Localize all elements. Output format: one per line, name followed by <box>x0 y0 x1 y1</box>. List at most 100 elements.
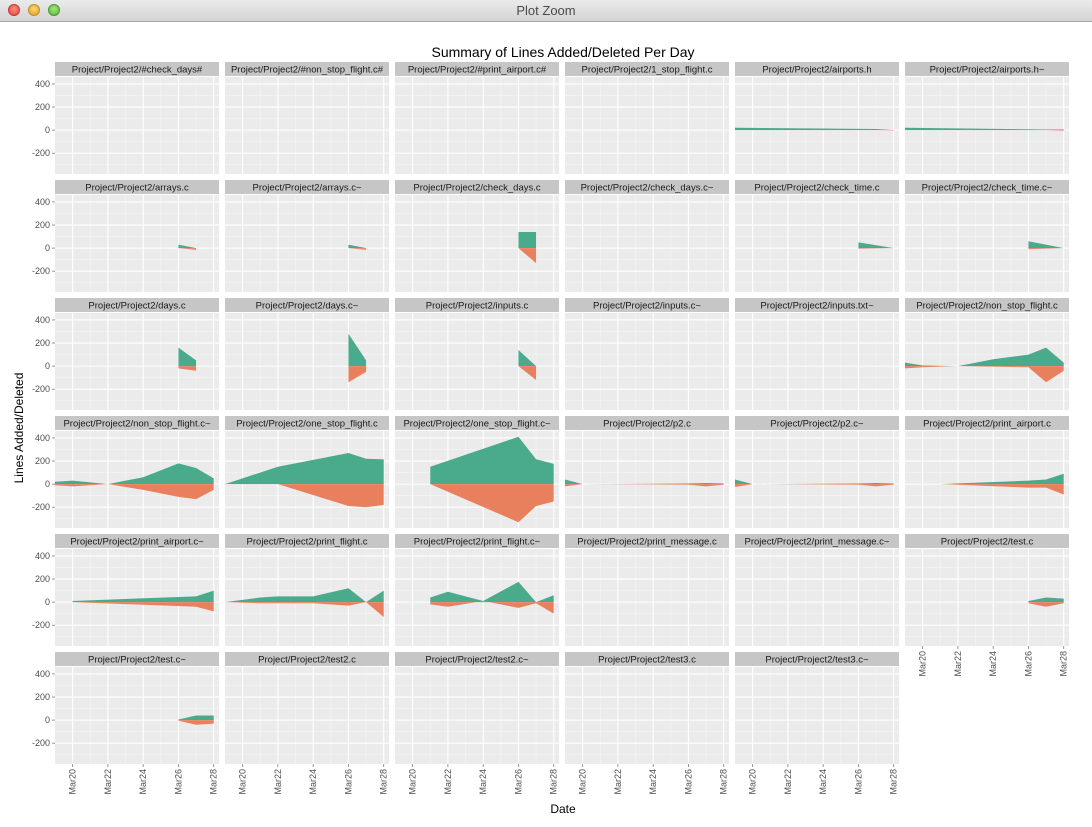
x-tick-label: Mar28 <box>379 769 389 795</box>
facet-strip <box>565 534 729 548</box>
facet-strip-label: Project/Project2/test.c~ <box>88 655 186 666</box>
panel-background <box>395 667 559 764</box>
lines-added-area <box>518 349 537 367</box>
x-tick-label: Mar20 <box>918 651 928 677</box>
x-tick-label: Mar22 <box>783 769 793 795</box>
facet-strip <box>735 416 899 430</box>
facet-strip <box>735 180 899 194</box>
lines-added-area <box>940 473 1064 485</box>
facet-strip-label: Project/Project2/days.c <box>88 301 185 312</box>
facet-panel: Project/Project2/1_stop_flight.c <box>565 62 729 174</box>
x-tick-label: Mar24 <box>988 651 998 677</box>
x-tick-label: Mar26 <box>173 769 183 795</box>
facet-panel: Project/Project2/days.c 400 200 0 -200 <box>32 298 219 410</box>
panel-background <box>225 667 389 764</box>
facet-strip <box>735 62 899 76</box>
lines-deleted-area <box>178 720 214 725</box>
x-tick-label: Mar24 <box>308 769 318 795</box>
panel-background <box>395 77 559 174</box>
facet-strip-label: Project/Project2/arrays.c <box>85 183 189 194</box>
lines-deleted-area <box>518 366 537 380</box>
facet-strip <box>395 652 559 666</box>
zoom-window-button[interactable] <box>48 4 60 16</box>
facet-strip <box>55 416 219 430</box>
plot-area: Summary of Lines Added/Deleted Per Day D… <box>0 22 1092 827</box>
facet-strip <box>395 298 559 312</box>
facet-strip <box>565 416 729 430</box>
facet-panel: Project/Project2/print_message.c <box>565 534 729 646</box>
facet-strip <box>55 298 219 312</box>
facet-strip <box>905 298 1069 312</box>
facet-strip <box>225 534 389 548</box>
facet-panel: Project/Project2/check_time.c <box>735 180 899 292</box>
facet-strip-label: Project/Project2/print_flight.c <box>247 537 368 548</box>
lines-added-area <box>905 127 1064 131</box>
facet-panel: Project/Project2/test3.c~ Mar20 Mar22 Mar24… <box>735 652 899 795</box>
x-tick-label: Mar24 <box>818 769 828 795</box>
x-tick-label: Mar20 <box>408 769 418 795</box>
facet-panel: Project/Project2/check_days.c~ <box>565 180 729 292</box>
y-tick-label: 0 <box>45 243 50 253</box>
lines-deleted-area <box>430 600 554 614</box>
facet-strip-label: Project/Project2/#print_airport.c# <box>408 65 547 76</box>
facet-strip <box>735 534 899 548</box>
facet-panel: Project/Project2/non_stop_flight.c <box>905 298 1069 410</box>
y-tick-label: 0 <box>45 715 50 725</box>
panel-background <box>735 431 899 528</box>
x-tick-label: Mar26 <box>683 769 693 795</box>
lines-deleted-area <box>348 248 367 250</box>
y-tick-label: 400 <box>35 669 50 679</box>
panel-background <box>225 195 389 292</box>
panel-background <box>735 77 899 174</box>
y-tick-label: 0 <box>45 361 50 371</box>
lines-added-area <box>55 463 214 485</box>
facet-strip-label: Project/Project2/test2.c~ <box>425 655 529 666</box>
panel-background <box>55 195 219 292</box>
close-window-button[interactable] <box>8 4 20 16</box>
facet-strip <box>395 180 559 194</box>
x-tick-label: Mar24 <box>138 769 148 795</box>
facet-panel: Project/Project2/arrays.c 400 200 0 -200 <box>32 180 219 292</box>
minimize-window-button[interactable] <box>28 4 40 16</box>
facet-strip-label: Project/Project2/check_days.c~ <box>581 183 714 194</box>
facet-strip-label: Project/Project2/print_airport.c~ <box>70 537 204 548</box>
y-tick-label: 200 <box>35 456 50 466</box>
y-tick-label: -200 <box>32 266 50 276</box>
facet-strip <box>225 298 389 312</box>
facet-panel: Project/Project2/test2.c~ Mar20 Mar22 Mar24… <box>395 652 559 795</box>
y-tick-label: 200 <box>35 220 50 230</box>
x-tick-label: Mar26 <box>343 769 353 795</box>
lines-deleted-area <box>55 484 214 500</box>
x-axis-label: Date <box>550 802 576 816</box>
x-tick-label: Mar28 <box>549 769 559 795</box>
facet-panel: Project/Project2/print_flight.c <box>225 534 389 646</box>
facet-strip-label: Project/Project2/#non_stop_flight.c# <box>231 65 384 76</box>
facet-strip-label: Project/Project2/inputs.txt~ <box>760 301 874 312</box>
y-axis-label: Lines Added/Deleted <box>12 373 26 484</box>
lines-added-area <box>1028 241 1064 249</box>
x-tick-label: Mar22 <box>613 769 623 795</box>
facet-strip <box>395 534 559 548</box>
facet-panel: Project/Project2/test2.c Mar20 Mar22 Mar24 M… <box>225 652 389 795</box>
lines-added-area <box>430 436 554 485</box>
facet-panel: Project/Project2/test.c~ 400 200 0 -200 Mar20… <box>32 652 219 795</box>
lines-added-area <box>565 479 724 485</box>
facet-panel: Project/Project2/#print_airport.c# <box>395 62 559 174</box>
y-tick-label: 400 <box>35 433 50 443</box>
facet-strip-label: Project/Project2/check_days.c <box>413 183 541 194</box>
facet-strip <box>225 416 389 430</box>
y-tick-label: 0 <box>45 597 50 607</box>
window-title: Plot Zoom <box>516 3 576 18</box>
facet-strip-label: Project/Project2/p2.c~ <box>770 419 864 430</box>
y-tick-label: 400 <box>35 197 50 207</box>
facet-strip <box>565 62 729 76</box>
lines-added-area <box>430 581 554 603</box>
panel-background <box>735 313 899 410</box>
lines-deleted-area <box>1028 602 1064 607</box>
lines-added-area <box>225 588 384 603</box>
facet-panel: Project/Project2/airports.h~ <box>905 62 1069 174</box>
panel-background <box>565 77 729 174</box>
facet-strip-label: Project/Project2/1_stop_flight.c <box>582 65 713 76</box>
facet-strip-label: Project/Project2/test2.c <box>258 655 356 666</box>
lines-deleted-area <box>225 484 384 508</box>
